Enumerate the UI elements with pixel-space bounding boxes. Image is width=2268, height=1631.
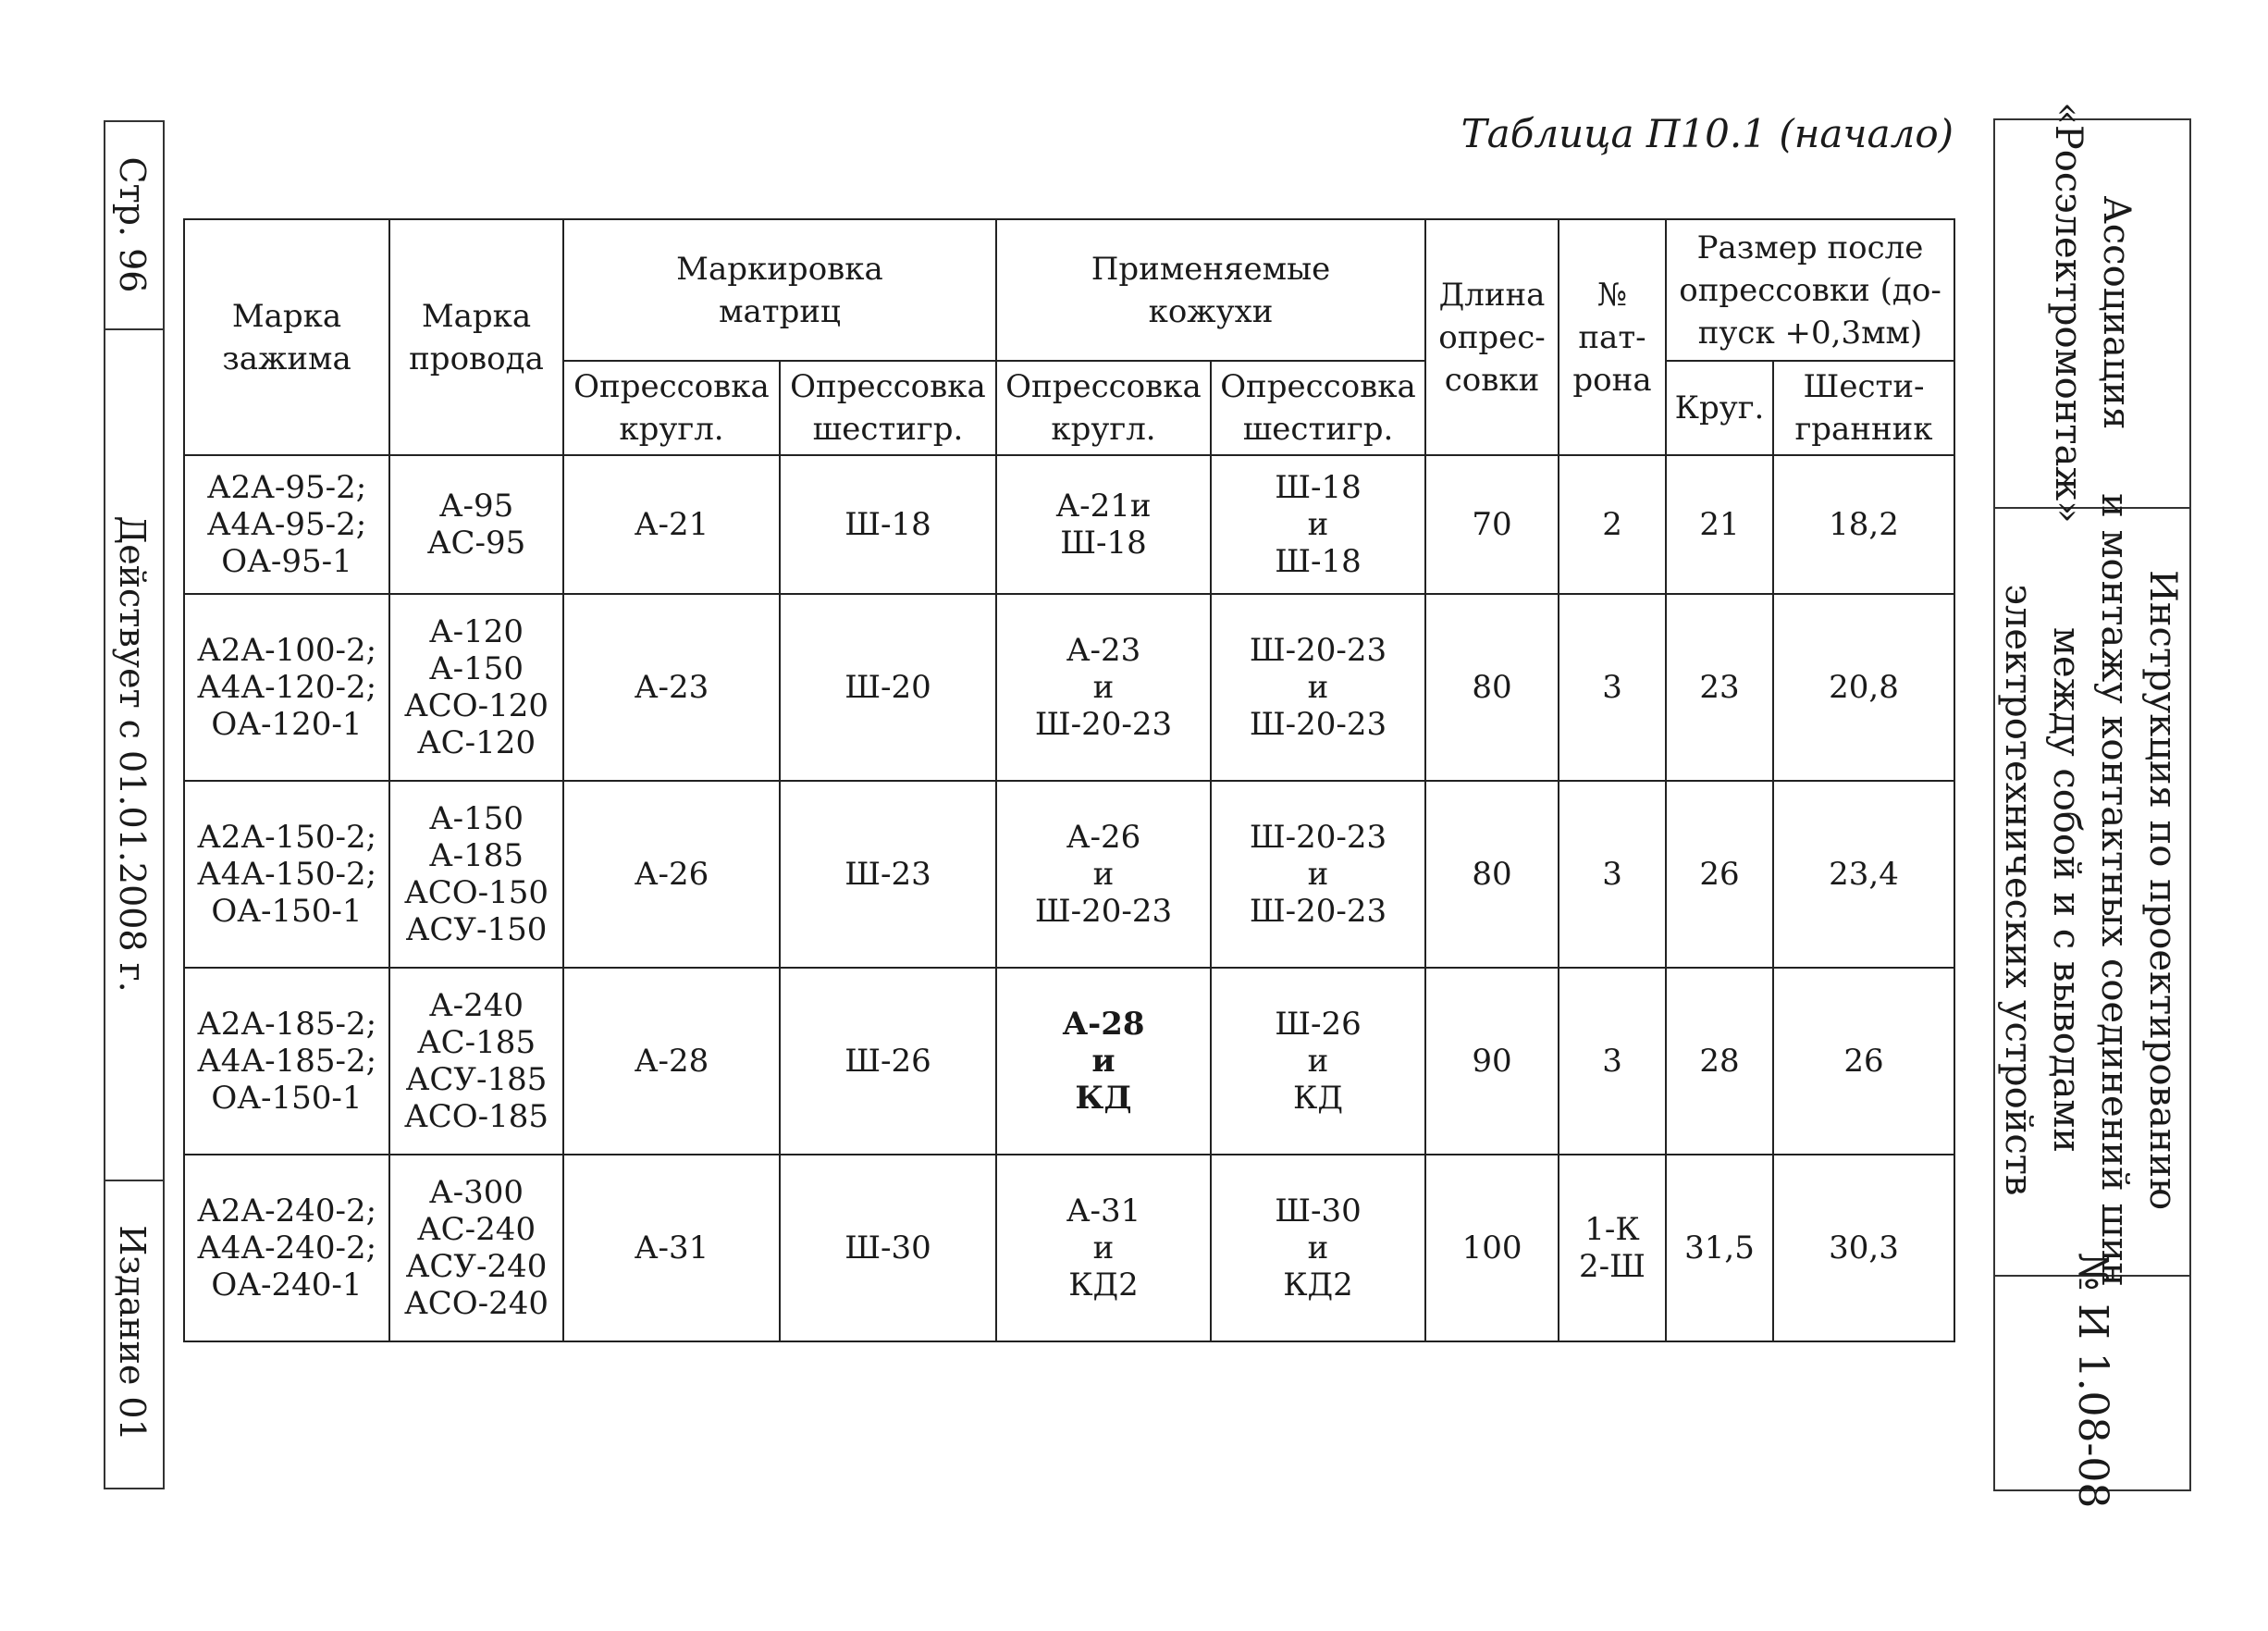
left-side-frame: [104, 120, 165, 1489]
cell-dies-round: А-26: [562, 780, 781, 969]
cell-sleeves-round: А-21и Ш-18: [995, 454, 1212, 595]
header-clamp: Марка зажима: [183, 218, 390, 456]
cell-size-hex: 30,3: [1772, 1154, 1956, 1342]
cell-size-hex: 26: [1772, 967, 1956, 1155]
cell-dies-hex: Ш-18: [779, 454, 997, 595]
title-line: электротехнических устройств: [1997, 584, 2040, 1196]
cell-size-round: 28: [1665, 967, 1775, 1155]
cell-clamp: А2А-100-2; А4А-120-2; ОА-120-1: [183, 593, 390, 782]
table-caption: Таблица П10.1 (начало): [1461, 111, 1954, 156]
title-line: и монтажу контактных соединений шин: [2093, 493, 2136, 1287]
right-stamp-rule: [1993, 507, 2191, 509]
organization-line: «Росэлектромонтаж»: [2047, 102, 2089, 524]
cell-cartridge: 1-К 2-Ш: [1558, 1154, 1668, 1342]
header-size-group: Размер после опрессовки (до- пуск +0,3мм…: [1665, 218, 1956, 362]
cell-length: 90: [1424, 967, 1560, 1155]
cell-sleeves-hex: Ш-20-23 и Ш-20-23: [1209, 593, 1427, 782]
cell-dies-hex: Ш-30: [779, 1154, 997, 1342]
organization-line: Ассоциация: [2095, 195, 2138, 430]
title-line: Инструкция по проектированию: [2141, 569, 2184, 1211]
cell-cartridge: 3: [1558, 967, 1668, 1155]
cell-size-hex: 18,2: [1772, 454, 1956, 595]
cell-sleeves-hex: Ш-18 и Ш-18: [1209, 454, 1427, 595]
header-cartridge: № пат- рона: [1558, 218, 1668, 456]
cell-clamp: А2А-150-2; А4А-150-2; ОА-150-1: [183, 780, 390, 969]
cell-cartridge: 3: [1558, 780, 1668, 969]
header-length: Длина опрес- совки: [1424, 218, 1560, 456]
cell-dies-round: А-23: [562, 593, 781, 782]
document-number: № И 1.08-08: [2069, 1252, 2116, 1509]
header-dies-hex: Опрессовка шестигр.: [779, 360, 997, 456]
cell-clamp: А2А-240-2; А4А-240-2; ОА-240-1: [183, 1154, 390, 1342]
cell-size-round: 23: [1665, 593, 1775, 782]
cell-length: 70: [1424, 454, 1560, 595]
header-sleeves-hex: Опрессовка шестигр.: [1209, 360, 1427, 456]
left-side-rule: [104, 1488, 163, 1489]
cell-dies-round: А-28: [562, 967, 781, 1155]
cell-wire: А-95 АС-95: [388, 454, 564, 595]
cell-size-round: 31,5: [1665, 1154, 1775, 1342]
cell-sleeves-round: А-31 и КД2: [995, 1154, 1212, 1342]
header-dies-round: Опрессовка кругл.: [562, 360, 781, 456]
cell-length: 80: [1424, 593, 1560, 782]
cell-length: 100: [1424, 1154, 1560, 1342]
cell-dies-hex: Ш-26: [779, 967, 997, 1155]
cell-length: 80: [1424, 780, 1560, 969]
header-size-hex: Шести- гранник: [1772, 360, 1956, 456]
title-line: между собой и с выводами: [2045, 626, 2088, 1154]
table-row: А2А-95-2; А4А-95-2; ОА-95-1 А-95 АС-95 А…: [183, 454, 1956, 595]
left-side-rule: [104, 120, 163, 122]
table-row: А2А-185-2; А4А-185-2; ОА-150-1 А-240 АС-…: [183, 967, 1956, 1155]
cell-sleeves-round: А-23 и Ш-20-23: [995, 593, 1212, 782]
left-side-rule: [104, 1180, 163, 1181]
cell-sleeves-hex: Ш-30 и КД2: [1209, 1154, 1427, 1342]
cell-clamp: А2А-95-2; А4А-95-2; ОА-95-1: [183, 454, 390, 595]
cell-size-round: 26: [1665, 780, 1775, 969]
cell-size-hex: 23,4: [1772, 780, 1956, 969]
cell-size-round: 21: [1665, 454, 1775, 595]
cell-wire: А-300 АС-240 АСУ-240 АСО-240: [388, 1154, 564, 1342]
cell-cartridge: 3: [1558, 593, 1668, 782]
cell-dies-hex: Ш-23: [779, 780, 997, 969]
cell-wire: А-150 А-185 АСО-150 АСУ-150: [388, 780, 564, 969]
cell-wire: А-120 А-150 АСО-120 АС-120: [388, 593, 564, 782]
cell-size-hex: 20,8: [1772, 593, 1956, 782]
table-row: А2А-240-2; А4А-240-2; ОА-240-1 А-300 АС-…: [183, 1154, 1956, 1342]
header-wire: Марка провода: [388, 218, 564, 456]
right-stamp-rule: [1993, 1275, 2191, 1277]
crimping-table: Марка зажима Марка провода Маркировка ма…: [183, 218, 1956, 1342]
cell-sleeves-hex: Ш-26 и КД: [1209, 967, 1427, 1155]
document-title: Инструкция по проектированию и монтажу к…: [1994, 493, 2187, 1287]
cell-dies-round: А-21: [562, 454, 781, 595]
valid-from-date: Действует с 01.01.2008 г.: [112, 515, 153, 993]
organization-name: Ассоциация «Росэлектромонтаж»: [2044, 102, 2140, 523]
header-size-round: Круг.: [1665, 360, 1775, 456]
right-stamp-frame: [1993, 118, 2191, 1491]
cell-sleeves-hex: Ш-20-23 и Ш-20-23: [1209, 780, 1427, 969]
header-sleeves-round: Опрессовка кругл.: [995, 360, 1212, 456]
table-row: А2А-150-2; А4А-150-2; ОА-150-1 А-150 А-1…: [183, 780, 1956, 969]
header-dies-group: Маркировка матриц: [562, 218, 997, 362]
page-number: Стр. 96: [112, 156, 153, 293]
left-side-rule: [104, 328, 163, 330]
cell-sleeves-round: А-26 и Ш-20-23: [995, 780, 1212, 969]
cell-dies-round: А-31: [562, 1154, 781, 1342]
header-sleeves-group: Применяемые кожухи: [994, 218, 1427, 362]
cell-clamp: А2А-185-2; А4А-185-2; ОА-150-1: [183, 967, 390, 1155]
cell-wire: А-240 АС-185 АСУ-185 АСО-185: [388, 967, 564, 1155]
cell-sleeves-round: А-28 и КД: [995, 967, 1212, 1155]
edition-number: Издание 01: [112, 1225, 153, 1441]
table-row: А2А-100-2; А4А-120-2; ОА-120-1 А-120 А-1…: [183, 593, 1956, 782]
cell-dies-hex: Ш-20: [779, 593, 997, 782]
cell-cartridge: 2: [1558, 454, 1668, 595]
